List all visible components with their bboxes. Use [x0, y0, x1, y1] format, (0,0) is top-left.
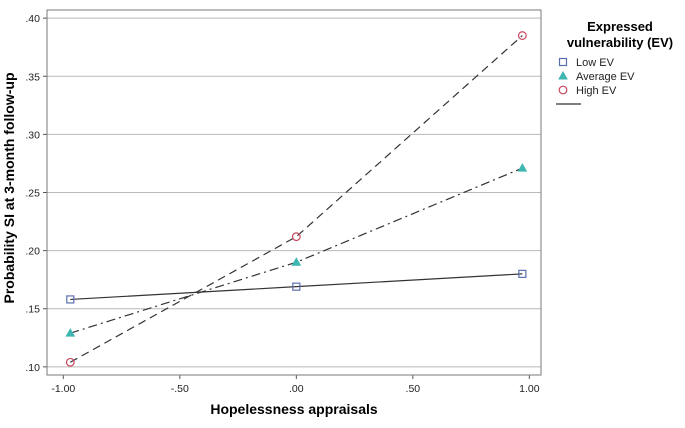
line-low-ev: [70, 273, 523, 301]
legend-items: Low EV Average EV High EV: [556, 57, 635, 105]
line-high-ev: [70, 35, 523, 363]
y-tick-label: .15: [25, 304, 40, 316]
series-lines: [70, 35, 523, 363]
y-tick-label: .20: [25, 246, 40, 258]
legend-marker-low-ev: [558, 57, 568, 67]
plot-frame: [46, 9, 542, 376]
gridlines: [47, 17, 541, 368]
x-tick-label: .50: [406, 383, 421, 395]
y-tick-label: .35: [25, 71, 40, 83]
point-low-ev: [518, 269, 527, 278]
legend-title-line-2: vulnerability (EV): [567, 35, 673, 50]
legend: Expressed vulnerability (EV) Low EV Avera…: [556, 19, 673, 105]
legend-label-low-ev: Low EV: [576, 57, 615, 69]
y-tick-label: .10: [25, 362, 40, 374]
point-high-ev: [291, 232, 301, 242]
point-average-ev: [65, 328, 76, 337]
point-high-ev: [65, 357, 75, 367]
y-tick-label: .40: [25, 13, 40, 25]
series-markers: [65, 31, 528, 367]
y-tick-label: .25: [25, 188, 40, 200]
legend-title-line-1: Expressed: [587, 19, 653, 34]
x-tick-label: .00: [289, 383, 304, 395]
point-average-ev: [291, 257, 302, 266]
y-axis-title: Probability SI at 3-month follow-up: [1, 73, 17, 304]
x-tick-label: -1.00: [51, 383, 75, 395]
point-high-ev: [517, 31, 527, 40]
x-axis-title: Hopelessness appraisals: [210, 401, 378, 417]
legend-label-high-ev: High EV: [576, 85, 617, 97]
legend-marker-average-ev: [558, 70, 568, 80]
x-tick-label: -.50: [171, 383, 189, 395]
legend-marker-high-ev: [558, 85, 568, 95]
y-tick-label: .30: [25, 129, 40, 141]
point-average-ev: [517, 163, 528, 172]
x-tick-label: 1.00: [519, 383, 540, 395]
point-low-ev: [66, 295, 75, 304]
axes: [43, 9, 542, 379]
tick-labels: .10 .15 .20 .25 .30 .35 .40 -1.00 -.50 .00 .50 1.00: [25, 13, 539, 395]
point-low-ev: [292, 282, 301, 291]
legend-label-average-ev: Average EV: [576, 71, 635, 83]
